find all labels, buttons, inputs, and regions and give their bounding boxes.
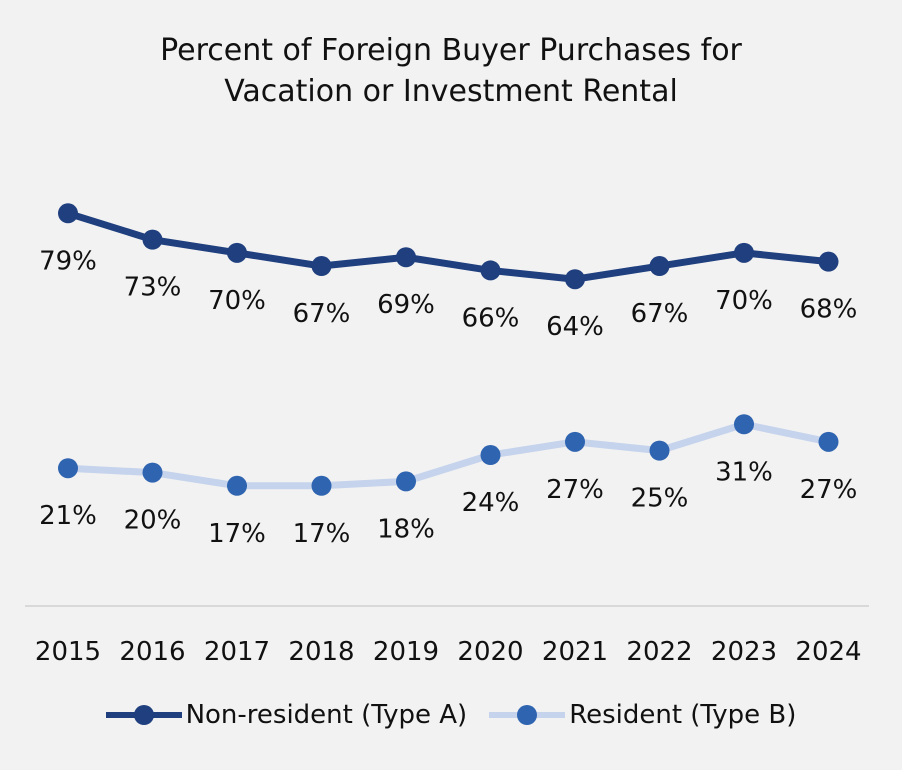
data-label: 27% — [546, 475, 604, 505]
data-label: 67% — [631, 299, 689, 329]
data-label: 69% — [377, 290, 435, 320]
series-0: 79% 73% 70% 67% 69% 66% 64% 67% 70% 68% — [39, 203, 857, 342]
data-label: 27% — [800, 475, 858, 505]
x-tick-label: 2022 — [626, 637, 692, 667]
data-point — [396, 247, 416, 268]
data-point — [58, 203, 78, 224]
x-tick-label: 2016 — [119, 637, 185, 667]
x-tick-label: 2019 — [373, 637, 439, 667]
series-1: 21% 20% 17% 17% 18% 24% 27% 25% 31% 27% — [39, 414, 857, 549]
data-point — [396, 471, 416, 492]
x-tick-label: 2017 — [204, 637, 270, 667]
data-label: 70% — [208, 286, 266, 316]
data-label: 21% — [39, 501, 97, 531]
data-point — [480, 260, 501, 281]
x-tick-label: 2015 — [35, 637, 101, 667]
legend-swatch-series-0 — [105, 700, 182, 730]
legend: Non-resident (Type A) Resident (Type B) — [0, 700, 902, 730]
data-point — [311, 475, 332, 496]
data-point — [142, 229, 163, 250]
data-label: 64% — [546, 312, 604, 342]
data-point — [818, 431, 839, 452]
data-label: 67% — [293, 299, 351, 329]
data-point — [142, 462, 163, 483]
data-label: 24% — [462, 488, 520, 518]
data-point — [565, 431, 585, 452]
data-label: 73% — [124, 273, 182, 303]
legend-label-series-0: Non-resident (Type A) — [185, 700, 468, 730]
chart-title: Percent of Foreign Buyer Purchases for V… — [0, 30, 902, 112]
x-tick-labels: 2015 2016 2017 2018 2019 2020 2021 2022 2023 2024 — [35, 637, 862, 667]
x-tick-label: 2021 — [542, 637, 608, 667]
data-label: 66% — [462, 303, 520, 333]
x-tick-label: 2024 — [795, 637, 861, 667]
legend-swatch-series-1 — [489, 700, 566, 730]
plot-area: 2015 2016 2017 2018 2019 2020 2021 2022 2023 2024… — [25, 203, 869, 667]
data-label: 17% — [293, 519, 351, 549]
chart-title-line-2: Vacation or Investment Rental — [224, 74, 678, 109]
series-layer: 79% 73% 70% 67% 69% 66% 64% 67% 70% 68% 21% 20% 17% 1… — [39, 203, 857, 549]
data-label: 70% — [715, 286, 773, 316]
data-point — [734, 242, 754, 263]
data-point — [227, 242, 247, 263]
legend-item-series-1: Resident (Type B) — [489, 700, 796, 730]
data-label: 25% — [631, 484, 689, 514]
data-point — [818, 251, 839, 272]
data-point — [58, 458, 78, 479]
series-line-1 — [64, 420, 832, 490]
x-tick-label: 2018 — [288, 637, 354, 667]
data-label: 18% — [377, 514, 435, 544]
data-label: 79% — [39, 246, 97, 276]
series-line-0 — [64, 209, 832, 283]
data-point — [565, 269, 585, 290]
data-point — [311, 256, 332, 277]
legend-item-series-0: Non-resident (Type A) — [105, 700, 468, 730]
data-label: 20% — [124, 506, 182, 536]
data-point — [649, 440, 670, 461]
data-point — [734, 414, 754, 435]
data-point — [227, 475, 247, 496]
x-tick-label: 2023 — [711, 637, 777, 667]
data-label: 31% — [715, 457, 773, 487]
chart-title-line-1: Percent of Foreign Buyer Purchases for — [160, 33, 742, 68]
data-label: 68% — [800, 295, 858, 325]
data-point — [649, 256, 670, 277]
x-tick-label: 2020 — [457, 637, 523, 667]
legend-label-series-1: Resident (Type B) — [569, 700, 797, 730]
data-label: 17% — [208, 519, 266, 549]
data-point — [480, 445, 501, 466]
